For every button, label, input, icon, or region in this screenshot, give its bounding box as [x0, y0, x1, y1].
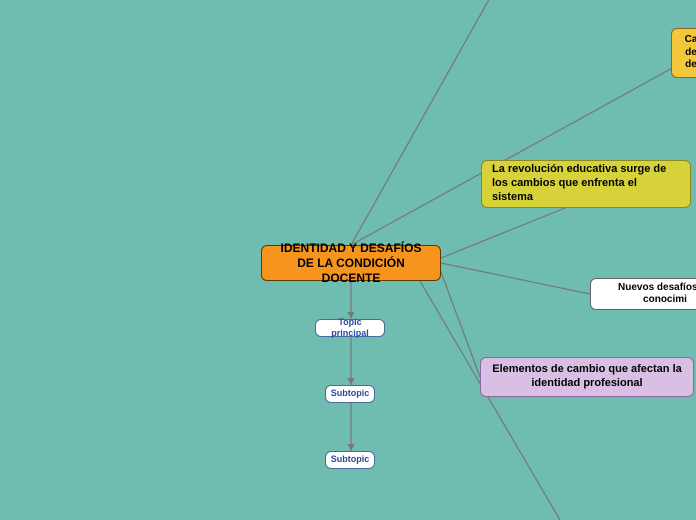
node-desafios[interactable]: Nuevos desafíos de conocimi [590, 278, 696, 310]
edge [441, 272, 480, 377]
node-central[interactable]: IDENTIDAD Y DESAFÍOS DE LA CONDICIÓN DOC… [261, 245, 441, 281]
node-cambio[interactable]: Ca de de [671, 28, 696, 78]
node-topic[interactable]: Topic principal [315, 319, 385, 337]
edge [441, 208, 565, 258]
node-sub2[interactable]: Subtopic [325, 451, 375, 469]
node-revolucion[interactable]: La revolución educativa surge de los cam… [481, 160, 691, 208]
node-sub1[interactable]: Subtopic [325, 385, 375, 403]
mindmap-canvas: IDENTIDAD Y DESAFÍOS DE LA CONDICIÓN DOC… [0, 0, 696, 520]
edge [441, 263, 590, 294]
node-elementos[interactable]: Elementos de cambio que afectan la ident… [480, 357, 694, 397]
edge [351, 0, 500, 245]
edge [351, 55, 696, 245]
edge [420, 281, 560, 520]
